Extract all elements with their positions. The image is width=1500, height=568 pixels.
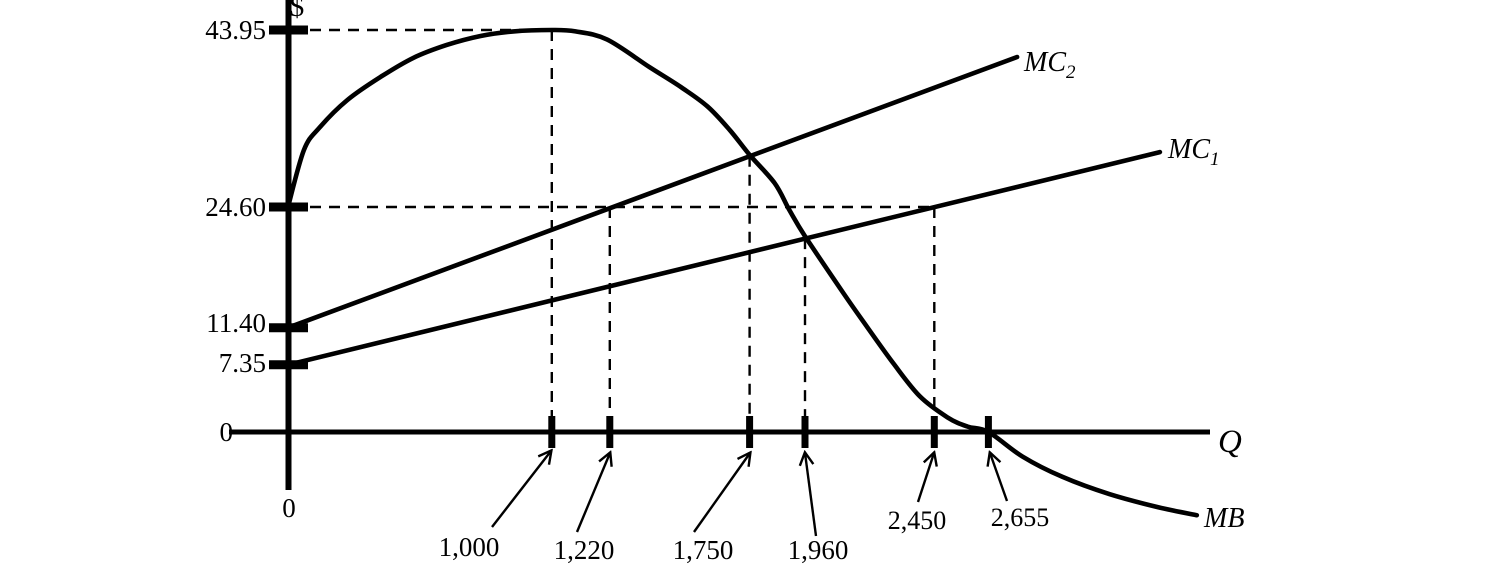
mc2-label-base: MC xyxy=(1023,47,1066,78)
y-tick-label-zero: 0 xyxy=(220,417,234,447)
x-tick-label-2450: 2,450 xyxy=(888,506,947,535)
x-tick-label-1000: 1,000 xyxy=(439,532,500,562)
curve-mc2 xyxy=(285,54,1020,330)
x-tick-label-2655: 2,655 xyxy=(991,503,1050,532)
mc1-label-base: MC xyxy=(1167,134,1210,165)
arrow-to-1000-tick xyxy=(491,451,551,528)
labels-group: $ Q 43.95 24.60 11.40 7.35 0 0 1,000 1,2… xyxy=(205,0,1244,565)
x-tick-label-1960: 1,960 xyxy=(788,535,849,565)
y-tick-label-43-95: 43.95 xyxy=(205,15,266,45)
origin-label: 0 xyxy=(282,493,296,523)
ticks-group xyxy=(269,25,992,448)
y-tick-label-24-60: 24.60 xyxy=(205,192,266,222)
mb-curve-label: MB xyxy=(1203,503,1244,534)
curve-mc1 xyxy=(285,149,1163,368)
y-tick-label-7-35: 7.35 xyxy=(219,348,266,378)
x-axis-q-label: Q xyxy=(1218,424,1242,460)
mc2-label-subscript: 2 xyxy=(1066,62,1076,83)
mc1-curve-label: MC1 xyxy=(1167,134,1220,170)
arrow-to-2655-tick xyxy=(990,453,1009,502)
axes-group xyxy=(229,0,1210,490)
y-tick-label-11-40: 11.40 xyxy=(206,308,266,338)
y-axis-dollar-label: $ xyxy=(290,0,305,23)
mc2-curve-label: MC2 xyxy=(1023,47,1076,83)
arrows-group xyxy=(491,451,1009,537)
x-tick-label-1220: 1,220 xyxy=(554,535,615,565)
mc1-label-subscript: 1 xyxy=(1210,149,1220,170)
x-tick-label-1750: 1,750 xyxy=(673,535,734,565)
curves-group xyxy=(285,27,1200,518)
arrow-to-1220-tick xyxy=(575,453,610,533)
curve-mb xyxy=(285,27,1200,518)
arrow-to-1750-tick xyxy=(693,453,750,533)
arrow-to-2450-tick xyxy=(916,453,934,503)
arrow-to-1960-tick xyxy=(805,453,818,537)
